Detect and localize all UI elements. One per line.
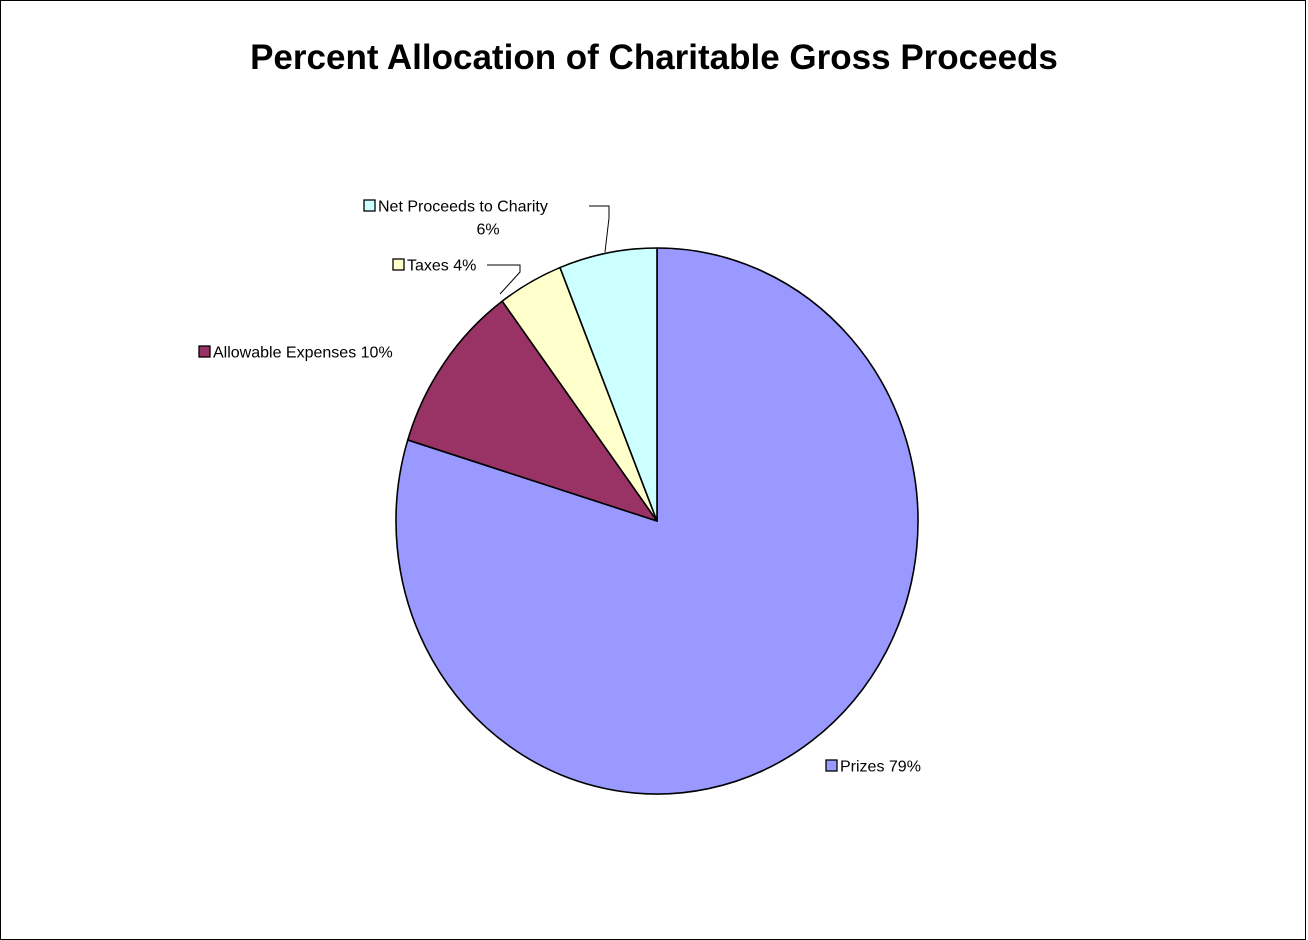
label-marker-prizes — [825, 759, 838, 772]
label-marker-net-proceeds-to-charity — [363, 199, 376, 212]
label-marker-allowable-expenses — [198, 345, 211, 358]
pie-slices — [395, 247, 919, 795]
pie-slice-net-proceeds-to-charity — [559, 247, 658, 522]
data-label-taxes: Taxes 4% — [407, 258, 476, 275]
leader-lines — [487, 205, 610, 295]
data-label-allowable-expenses: Allowable Expenses 10% — [213, 345, 393, 362]
data-labels: Prizes 79% Allowable Expenses 10% Taxes 4%… — [198, 199, 921, 776]
leader-line-taxes — [487, 264, 521, 295]
chart-title: Percent Allocation of Charitable Gross P… — [250, 38, 1058, 77]
pie-slice-prizes — [395, 247, 919, 795]
data-label-prizes: Prizes 79% — [840, 759, 921, 776]
pie-slice-allowable-expenses — [406, 300, 658, 522]
data-label-net-proceeds-to-charity-line2: 6% — [476, 222, 499, 239]
data-label-net-proceeds-to-charity: Net Proceeds to Charity — [378, 199, 548, 216]
label-marker-taxes — [392, 258, 405, 271]
leader-line-net-proceeds-to-charity — [589, 205, 610, 253]
